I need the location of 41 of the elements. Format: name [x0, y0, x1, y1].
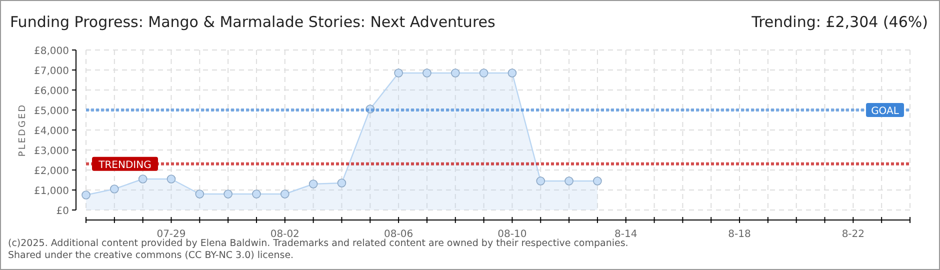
y-tick-label: £2,000: [34, 166, 69, 177]
point: [479, 68, 488, 78]
point: [166, 174, 176, 184]
x-tick-label: 08-02: [270, 229, 300, 240]
point: [308, 180, 318, 188]
x-tick-label: 8-22: [842, 229, 865, 240]
point: [224, 190, 232, 198]
point: [508, 68, 517, 78]
point: [450, 68, 460, 78]
point: [280, 190, 290, 198]
point: [82, 190, 90, 200]
x-tick-label: 8-18: [728, 229, 751, 240]
y-tick-label: £1,000: [34, 186, 69, 197]
chart-subtitle: Trending: £2,304 (46%): [750, 13, 928, 31]
x-tick-label: 8-14: [614, 229, 638, 240]
y-tick-label: £6,000: [34, 86, 69, 97]
text: (c)2025. Additional content provided by Elena Baldwin. Trademarks and related content are owned by their respective companies.: [8, 238, 628, 249]
y-tick-label: £7,000: [34, 66, 69, 77]
point: [337, 178, 346, 188]
ref-line-label: TRENDING: [98, 160, 152, 171]
point: [195, 190, 204, 198]
y-axis-title: PLEDGED: [18, 103, 28, 157]
point: [536, 176, 546, 186]
chart-title: Funding Progress: Mango & Marmalade Stories: Next Adventures: [10, 13, 496, 31]
x-tick-label: 08-06: [384, 229, 414, 240]
point: [593, 176, 602, 186]
x-tick-label: 07-29: [156, 229, 186, 240]
point: [564, 176, 574, 186]
point: [394, 68, 403, 78]
y-tick-label: £3,000: [34, 146, 69, 157]
x-tick-label: 08-10: [498, 229, 527, 240]
text: Shared under the creative commons (CC BY-NC 3.0) license.: [8, 250, 294, 261]
y-tick-label: £5,000: [34, 106, 69, 117]
y-tick-label: £4,000: [34, 126, 69, 137]
point: [252, 190, 261, 198]
y-tick-label: £0: [56, 206, 69, 217]
y-tick-label: £8,000: [34, 46, 69, 57]
point: [110, 184, 119, 194]
point: [422, 68, 432, 78]
point: [138, 174, 148, 184]
ref-line-label: GOAL: [871, 106, 900, 117]
